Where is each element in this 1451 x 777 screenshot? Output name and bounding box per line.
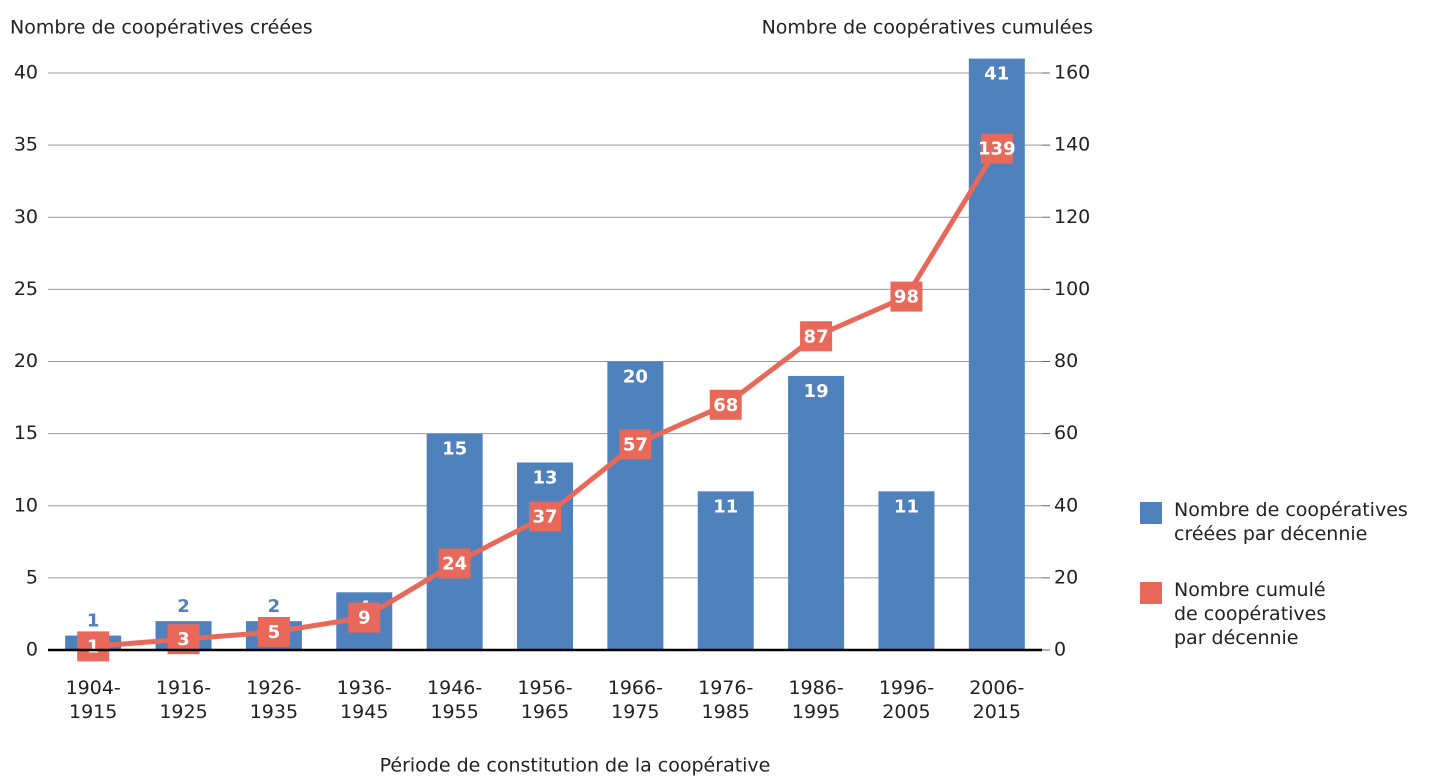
y2-tick-label: 100 <box>1054 278 1090 300</box>
bar-value-label: 20 <box>623 367 648 388</box>
y-tick-label: 25 <box>14 278 38 300</box>
line-value-label: 24 <box>442 553 467 574</box>
y-axis-title: Nombre de coopératives créées <box>10 17 313 39</box>
y-tick-label: 40 <box>14 62 38 84</box>
y-tick-label: 5 <box>26 566 38 588</box>
bar <box>607 361 664 650</box>
y-tick-label: 0 <box>26 639 38 661</box>
line-value-label: 3 <box>177 629 190 650</box>
y2-tick-label: 140 <box>1054 134 1090 156</box>
y2-tick-label: 80 <box>1054 350 1078 372</box>
line-marker <box>709 389 742 420</box>
bar <box>697 491 754 650</box>
x-tick-label: 1996- 2005 <box>878 677 935 723</box>
line-value-label: 1 <box>87 636 100 657</box>
x-axis-title: Période de constitution de la coopérativ… <box>380 755 771 777</box>
y2-tick-label: 120 <box>1054 206 1090 228</box>
bar-value-label: 15 <box>442 439 467 460</box>
y2-tick-label: 160 <box>1054 62 1090 84</box>
y2-tick-label: 60 <box>1054 422 1078 444</box>
y-tick-label: 30 <box>14 206 38 228</box>
x-tick-label: 1966- 1975 <box>607 677 663 723</box>
x-tick-label: 1904- 1915 <box>65 677 121 723</box>
line-value-label: 57 <box>623 434 648 455</box>
line-marker <box>890 281 923 312</box>
bar <box>517 462 573 650</box>
line-marker <box>529 501 561 532</box>
y-tick-label: 20 <box>14 350 38 372</box>
y-tick-label: 35 <box>14 134 38 156</box>
x-tick-label: 1936- 1945 <box>336 677 392 723</box>
line-value-label: 68 <box>713 395 738 416</box>
x-tick-label: 1946- 1955 <box>427 677 483 723</box>
line-value-label: 139 <box>978 139 1016 160</box>
legend-label: Nombre cumulé de coopératives par décenn… <box>1174 579 1327 649</box>
line-marker <box>77 631 110 662</box>
y-tick-label: 10 <box>14 494 38 516</box>
line-marker <box>800 321 833 352</box>
line-value-label: 98 <box>894 287 919 308</box>
x-tick-label: 1916- 1925 <box>155 677 212 723</box>
legend-swatch <box>1140 502 1162 524</box>
line-marker <box>438 548 471 579</box>
bar-value-label: 13 <box>532 467 557 488</box>
bar-value-label: 1 <box>87 611 100 632</box>
bar-value-label: 11 <box>713 496 738 517</box>
bar <box>878 491 935 650</box>
x-tick-label: 1976- 1985 <box>698 677 754 723</box>
line-value-label: 9 <box>358 608 371 629</box>
legend-swatch <box>1140 582 1162 604</box>
bar-value-label: 2 <box>177 596 190 617</box>
legend-label: Nombre de coopératives créées par décenn… <box>1174 499 1408 545</box>
line-marker <box>348 602 381 633</box>
y2-axis-title: Nombre de coopératives cumulées <box>762 17 1093 39</box>
line-value-label: 87 <box>804 326 829 347</box>
legend-item: Nombre de coopératives créées par décenn… <box>1140 498 1408 546</box>
bar <box>426 433 483 650</box>
line-marker <box>257 616 290 647</box>
line-value-label: 5 <box>268 622 281 643</box>
bar-value-label: 2 <box>268 596 281 617</box>
bar-value-label: 11 <box>894 496 919 517</box>
x-tick-label: 1926- 1935 <box>246 677 302 723</box>
line-marker <box>980 133 1013 164</box>
bar <box>788 375 845 650</box>
x-tick-label: 1956- 1965 <box>517 677 573 723</box>
legend-item: Nombre cumulé de coopératives par décenn… <box>1140 578 1326 650</box>
bar-value-label: 19 <box>804 381 829 402</box>
y-tick-label: 15 <box>14 422 38 444</box>
y2-tick-label: 0 <box>1054 639 1066 661</box>
x-tick-label: 1986- 1995 <box>788 677 844 723</box>
bar-value-label: 41 <box>984 64 1009 85</box>
line-value-label: 37 <box>532 507 557 528</box>
x-tick-label: 2006- 2015 <box>969 677 1025 723</box>
y2-tick-label: 40 <box>1054 494 1078 516</box>
y2-tick-label: 20 <box>1054 566 1078 588</box>
line-marker <box>619 429 652 460</box>
